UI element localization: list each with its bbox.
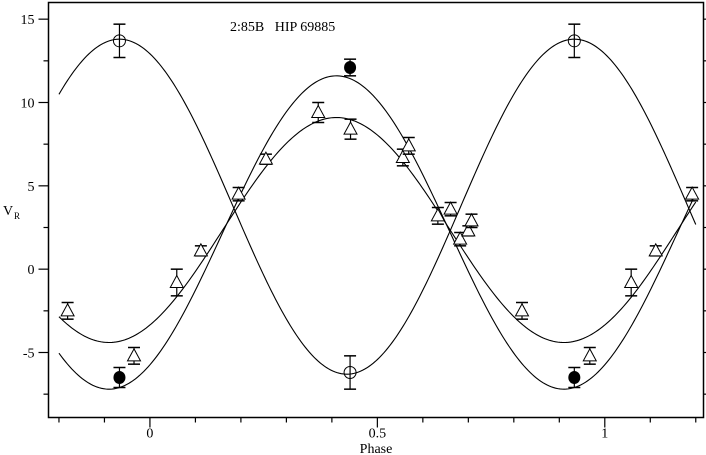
chart-title: 2:85B HIP 69885 <box>230 20 335 35</box>
x-tick-label: 0 <box>146 427 153 442</box>
data-point-open-triangle <box>684 186 700 202</box>
data-point-filled-circle <box>568 366 581 389</box>
data-point-open-triangle <box>582 346 598 365</box>
y-tick-label: 15 <box>21 13 35 28</box>
data-point-open-triangle <box>258 151 274 165</box>
triangle-marker <box>395 149 411 163</box>
open-circle-marker <box>112 34 126 48</box>
triangle-marker <box>460 222 476 237</box>
data-point-open-circle <box>112 23 126 59</box>
filled-circle-marker <box>344 61 357 74</box>
data-point-open-triangle <box>231 186 246 202</box>
triangle-marker <box>430 207 446 222</box>
data-point-open-triangle <box>310 101 326 124</box>
fit-curve-filled-circle <box>58 75 697 390</box>
data-point-open-triangle <box>60 301 75 320</box>
data-point-open-triangle <box>126 346 142 365</box>
fit-curve-open-circle <box>58 38 697 375</box>
triangle-marker <box>126 347 142 362</box>
triangle-marker <box>514 302 530 317</box>
data-point-open-triangle <box>430 206 446 225</box>
triangle-marker <box>452 231 468 245</box>
triangle-marker <box>684 186 700 200</box>
triangle-marker <box>169 274 185 288</box>
filled-circle-marker <box>568 371 581 384</box>
triangle-marker <box>582 347 598 362</box>
axis-ticks: 0 0.5 1 -5 0 5 10 15 <box>21 13 706 442</box>
y-axis-title-subscript: R <box>14 211 20 221</box>
triangle-marker <box>193 242 209 257</box>
data-point-open-triangle <box>464 212 479 229</box>
data-point-open-triangle <box>443 201 458 217</box>
data-point-open-circle <box>343 355 357 390</box>
data-points <box>60 23 700 390</box>
plot-frame <box>47 1 705 419</box>
y-axis-title: V <box>3 204 13 219</box>
data-point-open-triangle <box>623 268 639 297</box>
data-point-open-triangle <box>648 242 664 257</box>
y-tick-label: -5 <box>23 347 35 362</box>
data-point-filled-circle <box>344 58 357 77</box>
data-point-open-circle <box>567 23 581 59</box>
x-tick-label: 0.5 <box>369 427 387 442</box>
triangle-marker <box>60 302 75 317</box>
triangle-marker <box>343 121 358 135</box>
triangle-marker <box>258 151 274 165</box>
data-point-open-triangle <box>343 118 358 140</box>
triangle-marker <box>623 274 639 288</box>
triangle-marker <box>443 201 458 215</box>
data-point-filled-circle <box>113 366 126 389</box>
open-circle-marker <box>343 366 357 379</box>
x-axis-title: Phase <box>360 442 393 455</box>
y-tick-label: 5 <box>28 180 35 195</box>
triangle-marker <box>464 212 479 227</box>
fit-curves <box>58 38 697 390</box>
triangle-marker <box>401 137 417 152</box>
y-tick-label: 10 <box>21 97 35 112</box>
triangle-marker <box>648 242 664 257</box>
data-point-open-triangle <box>395 148 411 167</box>
x-tick-label: 1 <box>601 427 608 442</box>
y-tick-label: 0 <box>28 263 35 278</box>
data-point-open-triangle <box>514 301 530 320</box>
triangle-marker <box>231 186 246 200</box>
open-circle-marker <box>567 34 581 48</box>
filled-circle-marker <box>113 371 126 384</box>
fit-curve-open-triangle <box>58 116 697 344</box>
data-point-open-triangle <box>193 242 209 257</box>
data-point-open-triangle <box>169 268 185 297</box>
triangle-marker <box>310 104 326 118</box>
data-point-open-triangle <box>401 136 417 155</box>
